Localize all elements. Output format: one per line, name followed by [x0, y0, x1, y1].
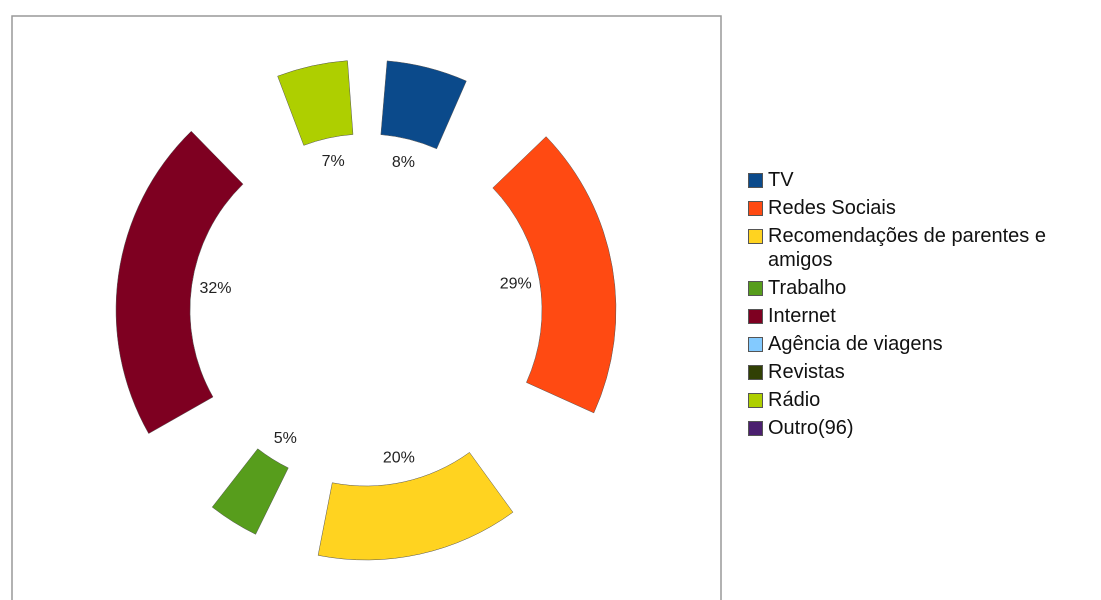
legend: TV Redes Sociais Recomendações de parentes… [748, 168, 1093, 444]
data-label: 5% [274, 430, 297, 447]
legend-item: Outro(96) [748, 416, 1093, 440]
donut-segment [380, 60, 467, 150]
legend-swatch [748, 309, 763, 324]
data-label: 32% [199, 280, 231, 297]
legend-label: TV [768, 169, 794, 191]
legend-item: Revistas [748, 360, 1093, 384]
legend-swatch [748, 281, 763, 296]
legend-swatch [748, 365, 763, 380]
donut-segment [492, 136, 617, 414]
legend-swatch [748, 201, 763, 216]
donut-segment [211, 448, 289, 535]
legend-item: Redes Sociais [748, 196, 1093, 220]
legend-item: Rádio [748, 388, 1093, 412]
legend-label: Recomendações de parentes e amigos [768, 225, 1046, 271]
legend-item: Recomendações de parentes e amigos [748, 224, 1093, 272]
legend-label: Trabalho [768, 277, 847, 299]
donut-segment [277, 60, 354, 146]
legend-item: Trabalho [748, 276, 1093, 300]
legend-swatch [748, 393, 763, 408]
legend-item: TV [748, 168, 1093, 192]
legend-label: Redes Sociais [768, 197, 896, 219]
data-label: 29% [500, 275, 532, 292]
legend-label: Outro(96) [768, 417, 854, 439]
legend-label: Agência de viagens [768, 333, 943, 355]
legend-item: Internet [748, 304, 1093, 328]
legend-label: Revistas [768, 361, 845, 383]
legend-swatch [748, 421, 763, 436]
data-label: 20% [383, 450, 415, 467]
legend-label: Rádio [768, 389, 821, 411]
data-label: 7% [322, 153, 345, 170]
legend-swatch [748, 337, 763, 352]
legend-item: Agência de viagens [748, 332, 1093, 356]
legend-swatch [748, 229, 763, 244]
legend-swatch [748, 173, 763, 188]
donut-segment [115, 130, 244, 434]
legend-label: Internet [768, 305, 836, 327]
donut-segment [317, 452, 514, 561]
data-label: 8% [392, 154, 415, 171]
